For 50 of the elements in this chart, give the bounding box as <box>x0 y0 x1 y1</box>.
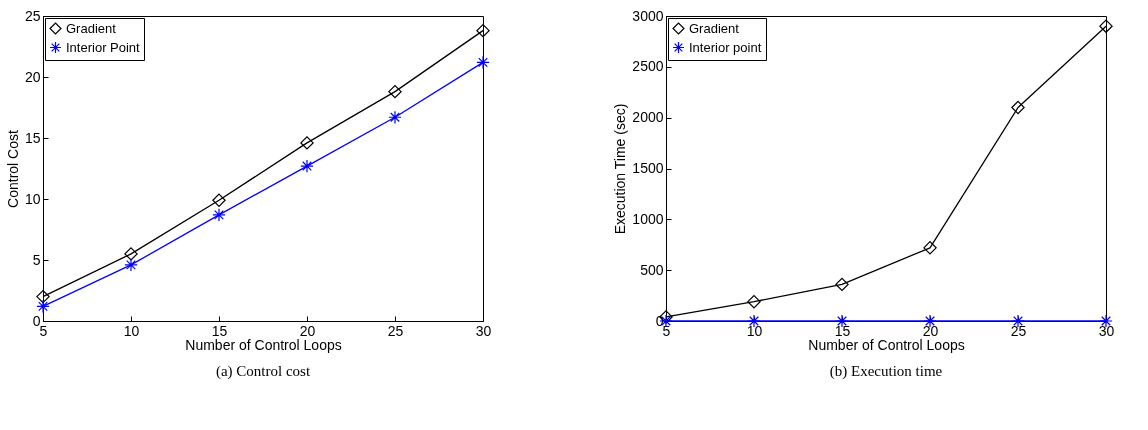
y-tick-label: 25 <box>24 7 41 24</box>
y-tick-label: 0 <box>655 312 664 329</box>
x-tick-label: 15 <box>211 322 228 339</box>
x-tick-label: 15 <box>834 322 851 339</box>
y-tick-label: 2000 <box>632 109 664 126</box>
y-tick-label: 0 <box>32 312 41 329</box>
point <box>300 159 314 173</box>
x-axis-title: Number of Control Loops <box>185 336 342 353</box>
point <box>835 277 849 292</box>
y-tick-label: 2500 <box>632 58 664 75</box>
point <box>388 110 402 124</box>
point <box>476 55 490 70</box>
point <box>36 299 50 314</box>
x-tick-label: 20 <box>922 322 939 339</box>
text: (b) Execution time <box>829 363 943 380</box>
x-axis-title: Number of Control Loops <box>808 336 965 353</box>
point <box>212 193 226 207</box>
legend-label: Gradient <box>66 20 117 36</box>
y-tick-label: 20 <box>24 68 41 85</box>
point <box>124 247 138 261</box>
point <box>36 289 50 304</box>
x-tick-label: 25 <box>1010 322 1027 339</box>
y-tick-label: 3000 <box>632 7 664 24</box>
legend-label: Gradient <box>689 20 740 36</box>
point <box>212 208 226 222</box>
point <box>476 23 490 38</box>
y-tick-label: 1500 <box>632 160 664 176</box>
y-tick-label: 10 <box>24 190 41 207</box>
x-tick-label: 10 <box>746 322 763 339</box>
point <box>300 136 314 150</box>
y-tick-label: 1000 <box>632 210 664 227</box>
point <box>1011 100 1025 115</box>
point <box>124 258 138 272</box>
point <box>1099 19 1113 33</box>
y-axis-title: Control Cost <box>4 129 21 208</box>
x-tick-label: 20 <box>299 322 316 339</box>
y-tick-label: 15 <box>24 129 41 146</box>
y-axis-title: Execution Time (sec) <box>612 103 629 235</box>
x-tick-label: 30 <box>475 322 492 339</box>
x-tick-label: 25 <box>387 322 404 339</box>
y-tick-label: 500 <box>640 261 664 278</box>
legend-label: Interior point <box>689 39 762 55</box>
point <box>747 294 761 309</box>
point <box>388 84 402 99</box>
point <box>923 241 937 255</box>
x-tick-label: 30 <box>1098 322 1115 339</box>
legend-label: Interior Point <box>66 39 141 55</box>
y-tick-label: 5 <box>32 251 41 268</box>
x-tick-label: 10 <box>123 322 140 339</box>
text: (a) Control cost <box>215 363 311 380</box>
